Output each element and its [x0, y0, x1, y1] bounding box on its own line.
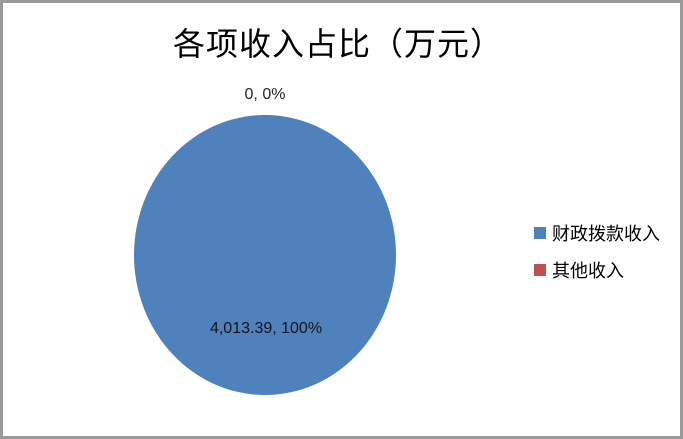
legend-item-fiscal-allocation-income: 财政拨款收入 — [534, 223, 660, 244]
data-label-other-income: 0, 0% — [244, 86, 286, 103]
data-label-fiscal-allocation-income: 4,013.39, 100% — [209, 320, 323, 337]
legend-label-fiscal-allocation-income: 财政拨款收入 — [552, 223, 660, 244]
chart-legend: 财政拨款收入 其他收入 — [534, 223, 660, 297]
legend-item-other-income: 其他收入 — [534, 260, 660, 281]
legend-swatch-red-icon — [534, 263, 546, 276]
chart-title: 各项收入占比（万元） — [172, 26, 503, 62]
legend-label-other-income: 其他收入 — [552, 260, 624, 281]
legend-swatch-blue-icon — [534, 226, 546, 239]
pie-slice-fiscal-allocation-income — [134, 115, 396, 395]
